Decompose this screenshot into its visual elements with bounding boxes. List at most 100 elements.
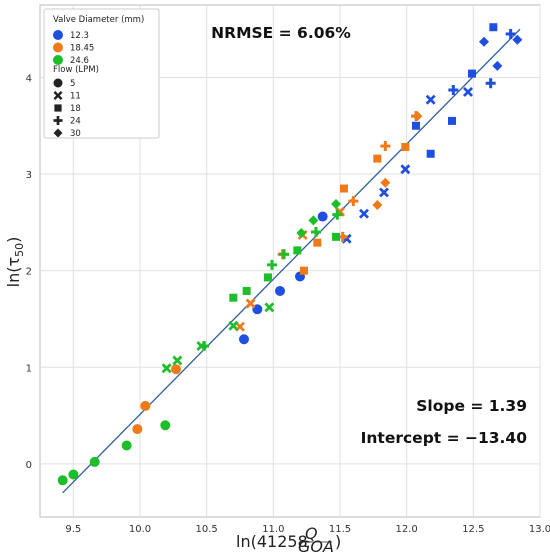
data-point (161, 363, 172, 374)
data-point (468, 69, 476, 78)
intercept-annotation: Intercept = −13.40 (361, 429, 528, 447)
data-point (172, 355, 183, 366)
data-point (479, 36, 489, 47)
data-point (317, 211, 328, 222)
y-tick-label: 2 (26, 267, 32, 278)
legend-diameter-marker (53, 30, 63, 40)
data-point (359, 208, 369, 219)
svg-text:): ) (335, 532, 341, 551)
fit-line (62, 28, 521, 494)
data-point (239, 334, 249, 345)
x-tick-label: 9.5 (65, 524, 81, 535)
legend-flow-marker (54, 104, 62, 112)
data-point (242, 286, 251, 295)
x-axis-label: ln(41258 Q GOA ) (236, 524, 341, 556)
data-point (448, 116, 456, 125)
data-point (171, 364, 181, 375)
tick-labels: 9.5 10.0 10.5 11.0 11.5 12.0 12.5 13.0 0 1 2 3 4 (26, 73, 550, 535)
legend-flow-marker (53, 128, 63, 138)
x-tick-label: 10.0 (129, 524, 151, 535)
data-point (331, 199, 341, 210)
data-point (412, 121, 420, 130)
data-point (132, 424, 143, 435)
data-point (308, 215, 319, 226)
data-point (311, 227, 321, 238)
legend-diameter-marker (53, 42, 63, 53)
x-tick-label: 10.5 (196, 524, 218, 535)
data-point (68, 469, 79, 480)
x-tick-label: 13.0 (529, 524, 550, 535)
data-point (380, 141, 391, 152)
legend-diameter-label: 18.45 (70, 44, 94, 54)
data-point (332, 209, 343, 220)
data-point (348, 196, 359, 207)
legend-diameter-title: Valve Diameter (mm) (53, 15, 144, 25)
data-point (400, 164, 411, 175)
data-point (245, 298, 256, 309)
svg-text:GOA: GOA (298, 537, 334, 556)
x-tick-label: 11.5 (329, 524, 351, 535)
data-point (279, 249, 289, 260)
legend-diameter-marker (53, 55, 63, 65)
svg-text:Q: Q (305, 524, 318, 543)
legend-diameter-label: 24.6 (70, 56, 89, 66)
data-points (57, 23, 523, 486)
data-point (160, 420, 171, 431)
y-tick-label: 3 (26, 170, 32, 181)
data-point (372, 199, 383, 210)
data-point (199, 341, 209, 352)
y-tick-label: 4 (26, 73, 32, 84)
data-point (412, 111, 423, 122)
data-point (296, 227, 307, 238)
data-point (492, 60, 503, 71)
data-point (340, 184, 348, 193)
y-tick-label: 0 (26, 460, 32, 471)
svg-text:ln(41258: ln(41258 (236, 532, 308, 551)
slope-annotation: Slope = 1.39 (416, 397, 527, 415)
y-axis-label: ln(τ50) (4, 237, 26, 288)
x-tick-label: 11.0 (262, 524, 284, 535)
data-point (293, 246, 302, 255)
data-point (373, 154, 382, 163)
data-point (448, 85, 459, 96)
data-point (264, 273, 272, 282)
legend-flow-marker (53, 116, 63, 125)
data-point (267, 259, 277, 270)
x-tick-label: 12.0 (396, 524, 418, 535)
legend-flow-marker (53, 91, 63, 100)
legend-diameter-label: 12.3 (70, 31, 89, 41)
x-tick-label: 12.5 (462, 524, 484, 535)
legend: Valve Diameter (mm) 12.3 18.45 24.6 5 11 18 24… (43, 8, 160, 139)
data-point (89, 456, 100, 467)
data-point (228, 320, 239, 331)
legend-flow-label: 11 (70, 92, 81, 102)
legend-flow-label: 30 (70, 129, 81, 139)
data-point (332, 232, 340, 241)
legend-flow-title: Flow (LPM) (53, 65, 99, 75)
legend-flow-label: 18 (70, 104, 81, 114)
data-point (57, 475, 68, 486)
data-point (121, 440, 132, 451)
data-point (512, 34, 523, 45)
data-point (489, 23, 498, 32)
data-point (140, 400, 151, 411)
nrmse-annotation: NRMSE = 6.06% (211, 24, 351, 42)
data-point (275, 285, 285, 296)
legend-items: 12.3 18.45 24.6 5 11 18 24 30 (53, 30, 94, 139)
data-point (229, 293, 238, 302)
data-point (485, 78, 496, 89)
data-point (379, 187, 389, 198)
data-point (300, 266, 308, 275)
y-tick-label: 1 (26, 363, 32, 374)
legend-flow-label: 24 (70, 117, 81, 127)
data-point (264, 302, 275, 313)
data-point (380, 177, 391, 188)
data-point (425, 94, 436, 105)
legend-flow-marker (53, 78, 63, 88)
legend-box (43, 8, 160, 139)
data-point (401, 143, 410, 152)
data-point (463, 86, 473, 97)
data-point (426, 149, 435, 158)
data-point (505, 28, 516, 39)
